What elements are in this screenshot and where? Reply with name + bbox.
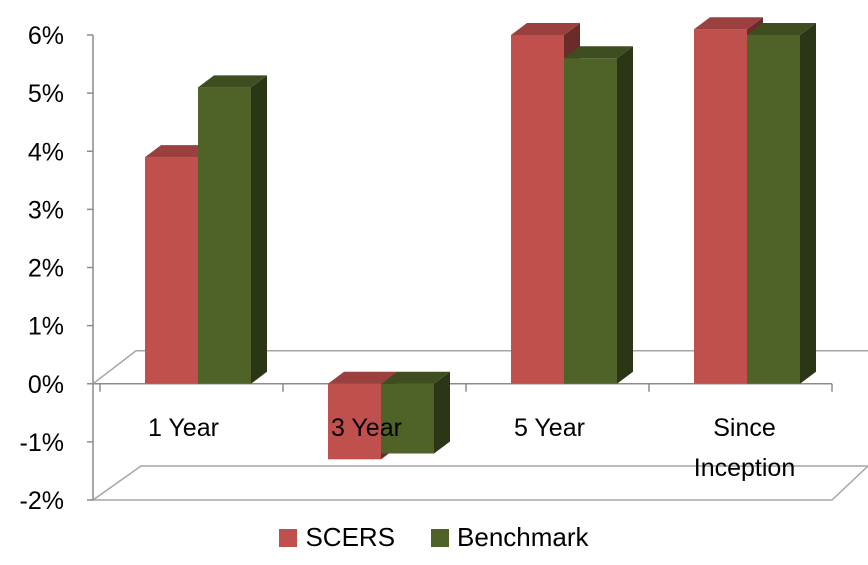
bar-benchmark-3-year <box>381 371 450 454</box>
value-axis: 6% 5% 4% 3% 2% 1% 0% -1% -2% <box>20 22 868 515</box>
bar-side <box>617 46 633 384</box>
bars <box>145 17 816 460</box>
legend-swatch-benchmark <box>431 528 450 547</box>
legend-swatch-scers <box>279 528 298 547</box>
bar-top <box>747 23 816 35</box>
y-tick-label: 1% <box>28 313 64 341</box>
legend: SCERS Benchmark <box>0 522 868 553</box>
category-labels: 1 Year 3 Year 5 Year Since Inception <box>148 414 795 482</box>
bar-front <box>747 35 800 384</box>
bar-benchmark-since-inception <box>747 23 816 384</box>
chart-floor <box>90 465 868 501</box>
bar-top <box>564 46 633 59</box>
legend-label-scers: SCERS <box>305 522 396 552</box>
legend-item-benchmark: Benchmark <box>431 522 589 553</box>
y-tick-label: -2% <box>20 487 64 515</box>
y-tick-label: -1% <box>20 429 64 457</box>
bar-benchmark-5-year <box>564 46 633 384</box>
chart-area: 6% 5% 4% 3% 2% 1% 0% -1% -2% 1 Year 3 Year 5 Year S… <box>20 17 868 515</box>
y-tick-label: 6% <box>28 22 64 50</box>
x-tick-label: Inception <box>694 454 795 482</box>
x-tick-label: 1 Year <box>148 414 219 442</box>
zero-plane-side-line <box>92 350 137 385</box>
x-tick-label: 5 Year <box>514 414 585 442</box>
floor-plane <box>90 465 868 501</box>
x-tick-label: 3 Year <box>331 414 402 442</box>
bar-front <box>694 29 747 384</box>
legend-item-scers: SCERS <box>279 522 395 553</box>
bar-side <box>434 371 450 454</box>
bar-top <box>694 17 763 30</box>
bar-top <box>381 371 450 384</box>
bar-top <box>145 145 214 158</box>
bar-front <box>564 58 617 384</box>
y-tick-label: 3% <box>28 196 64 224</box>
bar-front <box>328 383 381 460</box>
bar-benchmark-1-year <box>198 75 267 384</box>
bar-front <box>145 157 198 384</box>
y-tick-label: 0% <box>28 371 64 399</box>
legend-label-benchmark: Benchmark <box>457 522 589 552</box>
bar-top <box>328 371 397 384</box>
bar-front <box>511 35 564 384</box>
x-tick-label: Since <box>713 414 776 442</box>
bar-side <box>800 23 816 384</box>
y-tick-label: 4% <box>28 138 64 166</box>
bar-side <box>251 75 267 384</box>
bar-top <box>198 75 267 88</box>
bar-front <box>198 87 251 384</box>
bar-front <box>381 383 434 454</box>
y-tick-label: 5% <box>28 80 64 108</box>
y-tick-label: 2% <box>28 255 64 283</box>
bar-top <box>511 23 580 35</box>
